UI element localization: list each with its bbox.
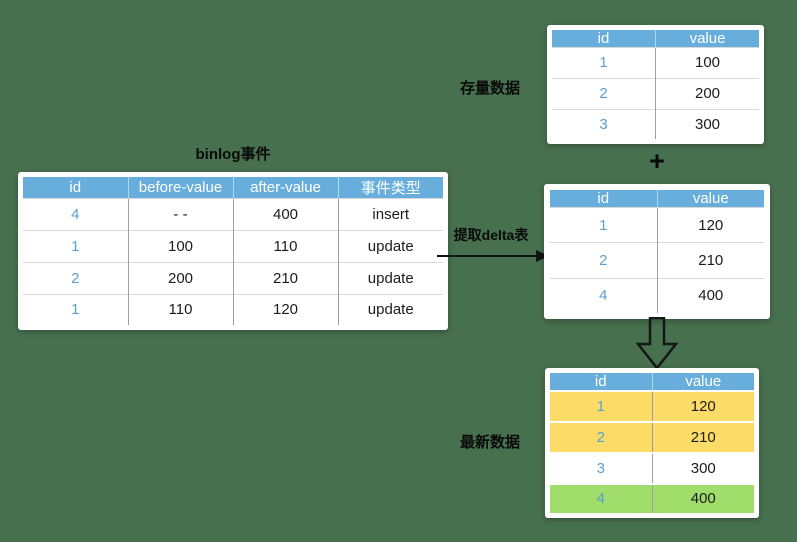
cell-id: 3 — [552, 108, 656, 139]
table-row: 1 110 120 update — [23, 293, 443, 325]
stock-table-label: 存量数据 — [459, 80, 520, 97]
cell-value: 300 — [655, 108, 759, 139]
table-row: 2 200 — [552, 77, 759, 110]
cell-after-value: 110 — [232, 229, 338, 263]
stock-col-header-id: id — [552, 30, 656, 48]
stock-col-header-value: value — [655, 30, 759, 48]
cell-id: 3 — [550, 451, 652, 484]
cell-value: 200 — [655, 77, 759, 110]
extract-delta-label: 提取delta表 — [453, 227, 529, 243]
cell-after-value: 120 — [232, 293, 338, 325]
latest-table-grid: id value 1 120 2 210 3 300 4 — [550, 373, 754, 513]
cell-id: 2 — [550, 242, 657, 279]
stock-header-row: id value — [552, 30, 759, 48]
latest-header-row: id value — [550, 373, 754, 391]
table-row: 4 400 — [550, 482, 754, 513]
stock-table: id value 1 100 2 200 3 300 — [547, 25, 764, 144]
delta-table: id value 1 120 2 210 4 400 — [544, 184, 770, 319]
latest-table-label: 最新数据 — [459, 434, 520, 451]
cell-id: 1 — [23, 293, 128, 325]
plus-operator: + — [649, 146, 665, 176]
cell-before-value: 100 — [127, 229, 233, 263]
cell-id: 2 — [550, 420, 652, 453]
delta-header-row: id value — [550, 190, 764, 208]
delta-col-header-id: id — [550, 190, 657, 208]
cell-event-type: update — [337, 229, 443, 263]
cell-id: 1 — [550, 206, 657, 243]
cell-event-type: update — [337, 261, 443, 295]
binlog-col-header-event-type: 事件类型 — [337, 177, 443, 199]
cell-value: 120 — [651, 390, 754, 422]
cell-id: 4 — [23, 198, 128, 231]
cell-before-value: 110 — [127, 293, 233, 325]
latest-col-header-id: id — [550, 373, 652, 391]
down-block-arrow-icon — [635, 317, 679, 370]
cell-value: 400 — [656, 277, 764, 313]
cell-id: 1 — [550, 390, 652, 422]
cell-after-value: 210 — [232, 261, 338, 295]
binlog-header-row: id before-value after-value 事件类型 — [23, 177, 443, 199]
cell-before-value: 200 — [127, 261, 233, 295]
latest-col-header-value: value — [651, 373, 754, 391]
binlog-table-title: binlog事件 — [195, 146, 271, 163]
cell-id: 2 — [552, 77, 656, 110]
cell-value: 300 — [651, 451, 754, 484]
table-row: 3 300 — [550, 451, 754, 484]
cell-event-type: update — [337, 293, 443, 325]
binlog-table: id before-value after-value 事件类型 4 - - 4… — [18, 172, 448, 330]
cell-after-value: 400 — [232, 198, 338, 231]
table-row: 4 400 — [550, 277, 764, 313]
stock-table-grid: id value 1 100 2 200 3 300 — [552, 30, 759, 139]
cell-value: 210 — [651, 420, 754, 453]
table-row: 1 120 — [550, 390, 754, 422]
cell-value: 120 — [656, 206, 764, 243]
right-arrow-icon — [437, 250, 549, 262]
binlog-col-header-before-value: before-value — [127, 177, 233, 199]
binlog-col-header-after-value: after-value — [232, 177, 338, 199]
table-row: 2 210 — [550, 420, 754, 453]
binlog-col-header-id: id — [23, 177, 128, 199]
table-row: 1 100 110 update — [23, 229, 443, 263]
table-row: 2 200 210 update — [23, 261, 443, 295]
latest-table: id value 1 120 2 210 3 300 4 — [545, 368, 759, 518]
cell-event-type: insert — [337, 198, 443, 231]
table-row: 3 300 — [552, 108, 759, 139]
cell-id: 1 — [552, 47, 656, 79]
binlog-table-grid: id before-value after-value 事件类型 4 - - 4… — [23, 177, 443, 325]
cell-id: 4 — [550, 482, 652, 513]
table-row: 1 100 — [552, 47, 759, 79]
delta-col-header-value: value — [656, 190, 764, 208]
cell-value: 100 — [655, 47, 759, 79]
cell-before-value: - - — [127, 198, 233, 231]
table-row: 2 210 — [550, 242, 764, 279]
table-row: 1 120 — [550, 206, 764, 243]
cell-value: 400 — [651, 482, 754, 513]
cell-id: 4 — [550, 277, 657, 313]
cell-value: 210 — [656, 242, 764, 279]
cell-id: 2 — [23, 261, 128, 295]
delta-table-grid: id value 1 120 2 210 4 400 — [550, 190, 764, 313]
cell-id: 1 — [23, 229, 128, 263]
table-row: 4 - - 400 insert — [23, 198, 443, 231]
